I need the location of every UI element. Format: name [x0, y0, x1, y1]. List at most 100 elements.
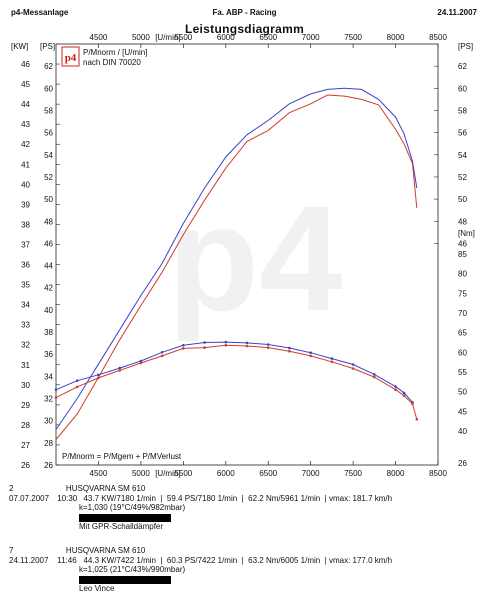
- x-tick-label-bottom: 5500: [174, 469, 192, 478]
- kw-tick-label: 46: [21, 60, 30, 69]
- kw-tick-label: 28: [21, 421, 30, 430]
- ps-right-tick-label: 54: [458, 151, 467, 160]
- series-line-torque-3: [55, 344, 418, 420]
- formula-text: P/Mnorm = P/Mgem + P/MVerlust: [62, 452, 182, 461]
- nm-tick-label: 65: [458, 329, 467, 338]
- nm-axis-unit: [Nm]: [458, 229, 475, 238]
- ps-left-tick-label: 34: [44, 372, 53, 381]
- x-tick-label-bottom: 4500: [90, 469, 108, 478]
- ps-right-tick-label: 58: [458, 106, 467, 115]
- torque-point: [54, 396, 58, 399]
- torque-point: [394, 388, 397, 392]
- ps-left-tick-label: 38: [44, 328, 53, 337]
- nm-tick-label: 55: [458, 368, 467, 377]
- run-date: 07.07.2007: [9, 493, 50, 503]
- kw-tick-label: 44: [21, 100, 30, 109]
- ps-left-tick-label: 32: [44, 395, 53, 404]
- ps-left-tick-label: 28: [44, 439, 53, 448]
- ps-left-tick-label: 60: [44, 84, 53, 93]
- torque-point: [373, 375, 376, 379]
- nm-tick-label: 45: [458, 407, 467, 416]
- ps-right-axis-unit: [PS]: [458, 42, 473, 51]
- torque-point: [203, 341, 206, 344]
- ps-left-axis-unit: [PS]: [40, 42, 55, 51]
- ps-right-tick-label: 50: [458, 195, 467, 204]
- x-tick-label-bottom: 5000: [132, 469, 150, 478]
- run-vehicle: HUSQVARNA SM 610: [65, 545, 146, 555]
- kw-tick-label: 36: [21, 261, 30, 270]
- torque-point: [266, 346, 270, 349]
- x-tick-label-bottom: 8500: [429, 469, 447, 478]
- kw-tick-label: 37: [21, 240, 30, 249]
- x-tick-label-top: 4500: [90, 33, 108, 42]
- torque-point: [351, 367, 355, 370]
- kw-tick-label: 43: [21, 120, 30, 129]
- legend-line-1: P/Mnorm / [U/min]: [83, 48, 147, 57]
- legend-line-2: nach DIN 70020: [83, 58, 141, 67]
- torque-point: [182, 344, 185, 347]
- company-name: Fa. ABP - Racing: [212, 8, 277, 17]
- run-torque: 63.2 Nm/6005 1/min: [248, 555, 321, 565]
- kw-tick-label: 31: [21, 361, 30, 370]
- torque-point: [118, 366, 121, 370]
- torque-point: [97, 373, 100, 377]
- ps-left-tick-label: 50: [44, 195, 53, 204]
- torque-point: [351, 363, 355, 366]
- app-name: p4-Messanlage: [11, 8, 69, 17]
- run-torque: 62.2 Nm/5961 1/min: [248, 493, 321, 503]
- run-list: 2 HUSQVARNA SM 610 07.07.2007 10:30 43.7…: [9, 484, 484, 608]
- kw-tick-label: 38: [21, 220, 30, 229]
- ps-right-tick-label: 52: [458, 173, 467, 182]
- x-tick-label-top: 8000: [387, 33, 405, 42]
- ps-left-tick-label: 36: [44, 350, 53, 359]
- torque-point: [402, 391, 406, 395]
- run-note: Leo Vince: [79, 584, 115, 594]
- torque-point: [309, 351, 313, 355]
- run-vmax: vmax: 181.7 km/h: [328, 493, 393, 503]
- x-tick-label-top: 7000: [302, 33, 320, 42]
- run-color-swatch: [79, 513, 171, 522]
- kw-tick-label: 33: [21, 321, 30, 330]
- ps-left-tick-label: 56: [44, 129, 53, 138]
- x-tick-label-top: 6500: [259, 33, 277, 42]
- kw-tick-label: 29: [21, 401, 30, 410]
- x-tick-label-top: 8500: [429, 33, 447, 42]
- ps-left-tick-label: 58: [44, 106, 53, 115]
- run-color-swatch: [79, 575, 171, 584]
- watermark-p4: p4: [167, 174, 342, 342]
- kw-tick-label: 40: [21, 180, 30, 189]
- run-entry-1: 2 HUSQVARNA SM 610 07.07.2007 10:30 43.7…: [9, 484, 484, 532]
- ps-right-tick-label: 60: [458, 84, 467, 93]
- run-power-ps: 59.4 PS/7180 1/min: [166, 493, 238, 503]
- torque-point: [415, 417, 419, 421]
- torque-point: [309, 354, 313, 358]
- run-power-ps: 60.3 PS/7422 1/min: [166, 555, 238, 565]
- ps-right-tick-label: 56: [458, 129, 467, 138]
- ps-right-tick-label: 48: [458, 217, 467, 226]
- kw-tick-label: 34: [21, 301, 30, 310]
- torque-point: [203, 346, 206, 349]
- run-power-kw: 43.7 KW/7180 1/min: [83, 493, 156, 503]
- kw-tick-label: 30: [21, 381, 30, 390]
- ps-left-tick-label: 54: [44, 151, 53, 160]
- ps-left-tick-label: 44: [44, 262, 53, 271]
- dyno-chart: p4 4500 4500 5000 5000 5500 5500 6000 6000 6500 65…: [11, 33, 475, 478]
- nm-tick-label: 70: [458, 309, 467, 318]
- run-date: 24.11.2007: [9, 555, 49, 565]
- torque-point: [97, 376, 100, 380]
- torque-point: [75, 379, 79, 383]
- run-conditions: k=1,030 (19°C/49%/982mbar): [79, 503, 186, 513]
- run-conditions: k=1,025 (21°C/43%/990mbar): [79, 565, 186, 575]
- torque-point: [288, 349, 291, 353]
- nm-tick-label: 85: [458, 250, 467, 259]
- torque-point: [118, 369, 121, 372]
- torque-point: [330, 360, 334, 364]
- x-tick-label-bottom: 6000: [217, 469, 235, 478]
- torque-point: [224, 340, 228, 344]
- ps-right-tick-label: 62: [458, 62, 467, 71]
- chart-title: Leistungsdiagramm: [184, 22, 305, 36]
- run-time: 11:46: [57, 555, 77, 565]
- run-vmax: vmax: 177.0 km/h: [328, 555, 393, 565]
- x-axis-unit-top: [U/min]: [155, 33, 180, 42]
- ps-left-tick-label: 26: [44, 461, 53, 470]
